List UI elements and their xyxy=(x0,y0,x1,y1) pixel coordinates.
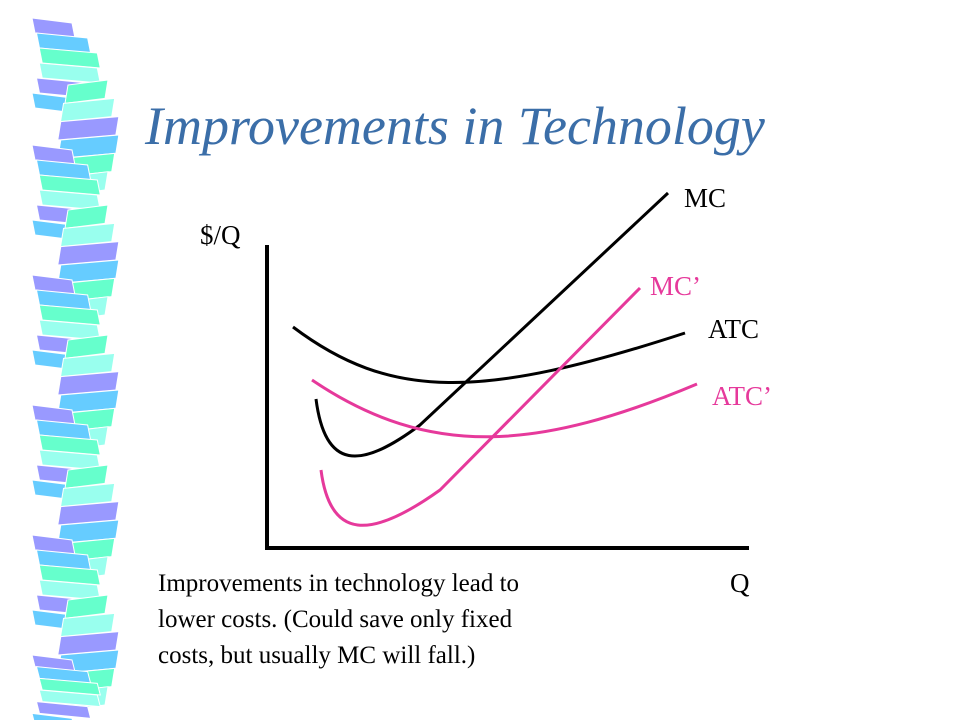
ribbon-segment xyxy=(31,712,73,720)
y-axis-label: $/Q xyxy=(200,220,241,250)
caption-line: costs, but usually MC will fall.) xyxy=(158,642,476,669)
caption-text: Improvements in technology lead to lower… xyxy=(158,566,628,674)
ribbon-segment xyxy=(57,519,120,544)
mc-prime-curve xyxy=(319,286,642,527)
ribbon-segment xyxy=(59,222,116,248)
ribbon-segment xyxy=(38,434,101,456)
ribbon-segment xyxy=(35,701,92,719)
ribbon-segment xyxy=(57,389,120,414)
ribbon-segment xyxy=(59,352,116,378)
ribbon-segment xyxy=(59,97,116,123)
ribbon-segment xyxy=(64,334,109,359)
ribbon-segment xyxy=(57,259,120,284)
mc-label: MC xyxy=(684,183,727,213)
caption-line: lower costs. (Could save only fixed xyxy=(158,606,513,633)
mc-prime-label: MC’ xyxy=(650,271,702,301)
decorative-ribbon xyxy=(31,17,120,720)
ribbon-segment xyxy=(38,689,101,708)
ribbon-segment xyxy=(64,594,109,619)
atc-curve xyxy=(292,325,686,384)
x-axis-label: Q xyxy=(730,568,750,598)
ribbon-segment xyxy=(59,482,116,508)
atc-label: ATC xyxy=(708,314,760,344)
atc-prime-label: ATC’ xyxy=(712,381,772,411)
mc-curve xyxy=(314,191,670,458)
slide-title: Improvements in Technology xyxy=(145,96,765,156)
ribbon-segment xyxy=(38,304,101,326)
ribbon-segment xyxy=(64,464,109,489)
ribbon-segment xyxy=(38,174,101,196)
caption-line: Improvements in technology lead to xyxy=(158,570,520,597)
atc-prime-curve xyxy=(311,378,698,439)
ribbon-segment xyxy=(38,47,101,69)
ribbon-segment xyxy=(64,204,109,229)
ribbon-segment xyxy=(38,564,101,586)
ribbon-segment xyxy=(59,612,116,638)
ribbon-segment xyxy=(64,79,109,104)
